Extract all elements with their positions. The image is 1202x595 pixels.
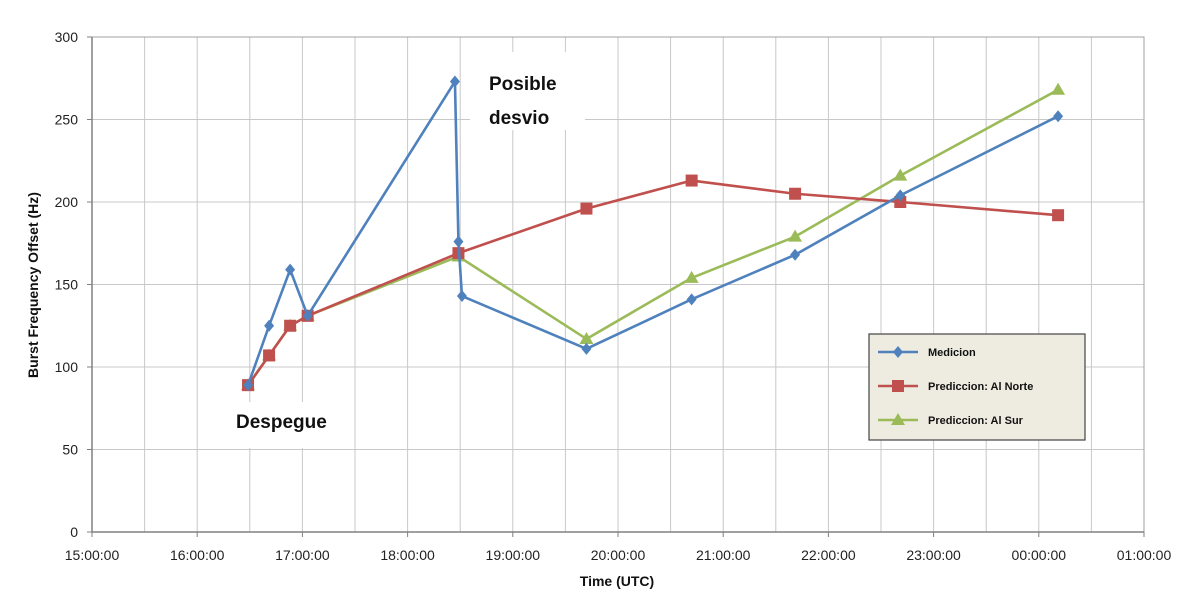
x-tick-label: 21:00:00 [696,547,751,563]
x-tick-label: 17:00:00 [275,547,330,563]
annotation-despegue: Despegue [236,412,327,433]
data-point [285,263,296,276]
annotation-desvio-line1: Posible [489,74,557,95]
y-axis: 0 50 100 150 200 250 300 [55,29,92,540]
data-point [895,189,906,202]
series-layer [241,75,1066,392]
x-tick-label: 20:00:00 [591,547,646,563]
x-tick-label: 22:00:00 [801,547,856,563]
data-point [684,270,699,283]
x-tick-label: 00:00:00 [1012,547,1067,563]
x-tick-label: 23:00:00 [906,547,961,563]
x-axis: 15:00:00 16:00:00 17:00:00 18:00:00 19:00:00… [65,532,1172,563]
annotation-box-desvio [470,52,585,130]
data-point [1052,209,1065,222]
legend-label: Prediccion: Al Sur [928,415,1024,427]
y-axis-title: Burst Frequency Offset (Hz) [25,192,41,378]
data-point [685,174,698,187]
data-point [788,229,803,242]
legend-label: Medicion [928,347,976,359]
data-point [243,379,254,392]
data-point [790,248,801,261]
data-point [894,196,907,208]
legend: Medicion Prediccion: Al Norte Prediccion: … [868,333,1086,441]
data-point [1051,82,1066,95]
series-0 [243,75,1064,392]
annotation-box-despegue [222,402,352,448]
x-tick-label: 15:00:00 [65,547,120,563]
data-point [302,309,313,322]
annotation-desvio-line2: desvio [489,108,549,129]
y-tick-label: 250 [55,112,79,128]
legend-marker [892,380,904,392]
data-point [263,349,276,362]
legend-marker [891,413,905,425]
y-tick-label: 50 [62,442,78,458]
y-tick-label: 300 [55,29,79,45]
data-point [284,319,297,332]
data-point [264,319,275,332]
data-point [449,75,460,88]
x-tick-label: 18:00:00 [380,547,435,563]
y-tick-label: 200 [55,194,79,210]
legend-label: Prediccion: Al Norte [928,381,1033,393]
data-point [789,187,802,200]
series-line [246,179,1059,386]
x-tick-label: 19:00:00 [486,547,541,563]
data-point [893,168,908,181]
x-tick-label: 16:00:00 [170,547,225,563]
data-point [579,331,594,344]
data-point [686,293,697,306]
y-tick-label: 100 [55,359,79,375]
x-axis-title: Time (UTC) [580,573,654,589]
data-point [580,202,593,215]
x-tick-label: 01:00:00 [1117,547,1172,563]
data-point [456,290,467,303]
y-tick-label: 0 [70,524,78,540]
y-tick-label: 150 [55,277,79,293]
data-point [581,342,592,355]
legend-marker [893,346,903,358]
data-point [1053,110,1064,123]
series-line [246,80,1059,386]
grid [91,36,1145,533]
data-point [453,235,464,248]
